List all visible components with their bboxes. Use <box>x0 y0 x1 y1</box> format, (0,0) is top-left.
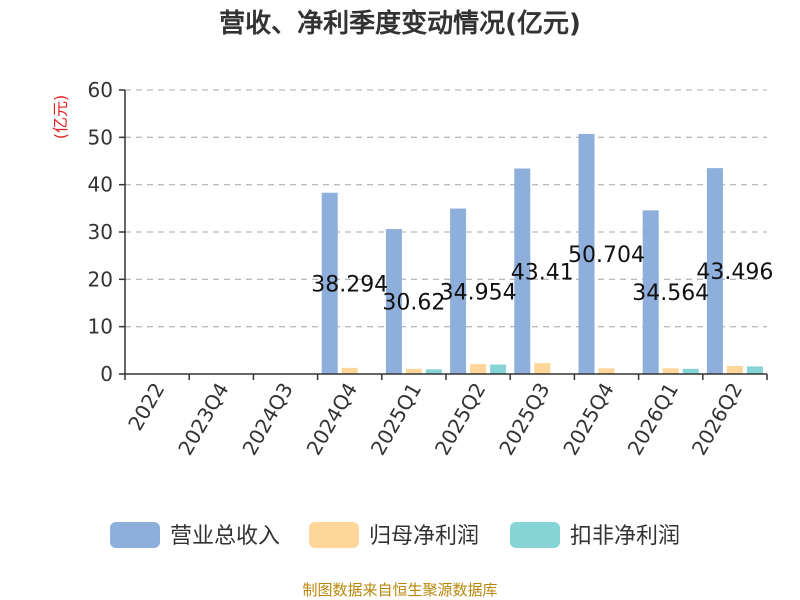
data-label: 30.62 <box>382 291 445 316</box>
bar <box>321 192 338 374</box>
data-label: 34.954 <box>440 280 517 305</box>
bar <box>514 168 531 374</box>
y-tick-label: 20 <box>88 267 113 291</box>
y-tick-label: 10 <box>88 315 113 339</box>
x-tick-label: 2024Q3 <box>237 379 297 460</box>
bar <box>726 365 743 374</box>
bar <box>598 368 615 374</box>
x-tick-label: 2026Q1 <box>623 379 683 460</box>
y-tick-label: 60 <box>88 78 113 102</box>
y-tick-label: 30 <box>88 220 113 244</box>
legend-swatch <box>510 522 560 548</box>
legend: 营业总收入 归母净利润 扣非净利润 <box>110 522 680 549</box>
data-label: 43.41 <box>511 260 574 285</box>
x-tick-label: 2025Q3 <box>494 379 554 460</box>
x-tick-label: 2022 <box>123 379 169 435</box>
bar <box>662 368 679 374</box>
x-tick-label: 2025Q2 <box>430 378 490 459</box>
bar <box>490 364 507 374</box>
bar <box>405 368 422 374</box>
bar <box>642 210 659 374</box>
bars <box>321 134 763 374</box>
x-tick-label: 2025Q1 <box>366 379 426 460</box>
bar <box>534 363 551 374</box>
chart-title: 营收、净利季度变动情况(亿元) <box>219 8 581 39</box>
y-tick-label: 50 <box>88 125 113 149</box>
x-tick-label: 2025Q4 <box>558 379 618 460</box>
bar <box>450 208 467 374</box>
bar <box>682 368 699 374</box>
legend-label: 归母净利润 <box>369 524 479 549</box>
source-note: 制图数据来自恒生聚源数据库 <box>302 581 497 599</box>
y-axis-label: (亿元) <box>51 95 70 140</box>
data-label: 50.704 <box>568 243 645 268</box>
legend-swatch <box>309 522 359 548</box>
grid <box>125 89 767 328</box>
data-label: 43.496 <box>696 260 773 285</box>
bar <box>385 229 402 374</box>
legend-swatch <box>110 522 160 548</box>
bar <box>341 367 358 374</box>
bar <box>578 134 595 374</box>
x-tick-label: 2024Q4 <box>302 379 362 460</box>
data-label: 38.294 <box>311 272 388 297</box>
x-tick-label: 2023Q4 <box>173 379 233 460</box>
bar <box>706 168 723 374</box>
y-tick-label: 0 <box>100 362 113 386</box>
data-label: 34.564 <box>632 281 709 306</box>
y-tick-label: 40 <box>88 173 113 197</box>
bar <box>425 369 442 374</box>
bar <box>746 366 763 374</box>
legend-label: 营业总收入 <box>170 524 280 549</box>
x-tick-label: 2026Q2 <box>687 379 747 460</box>
legend-label: 扣非净利润 <box>570 524 680 549</box>
bar <box>470 364 487 374</box>
